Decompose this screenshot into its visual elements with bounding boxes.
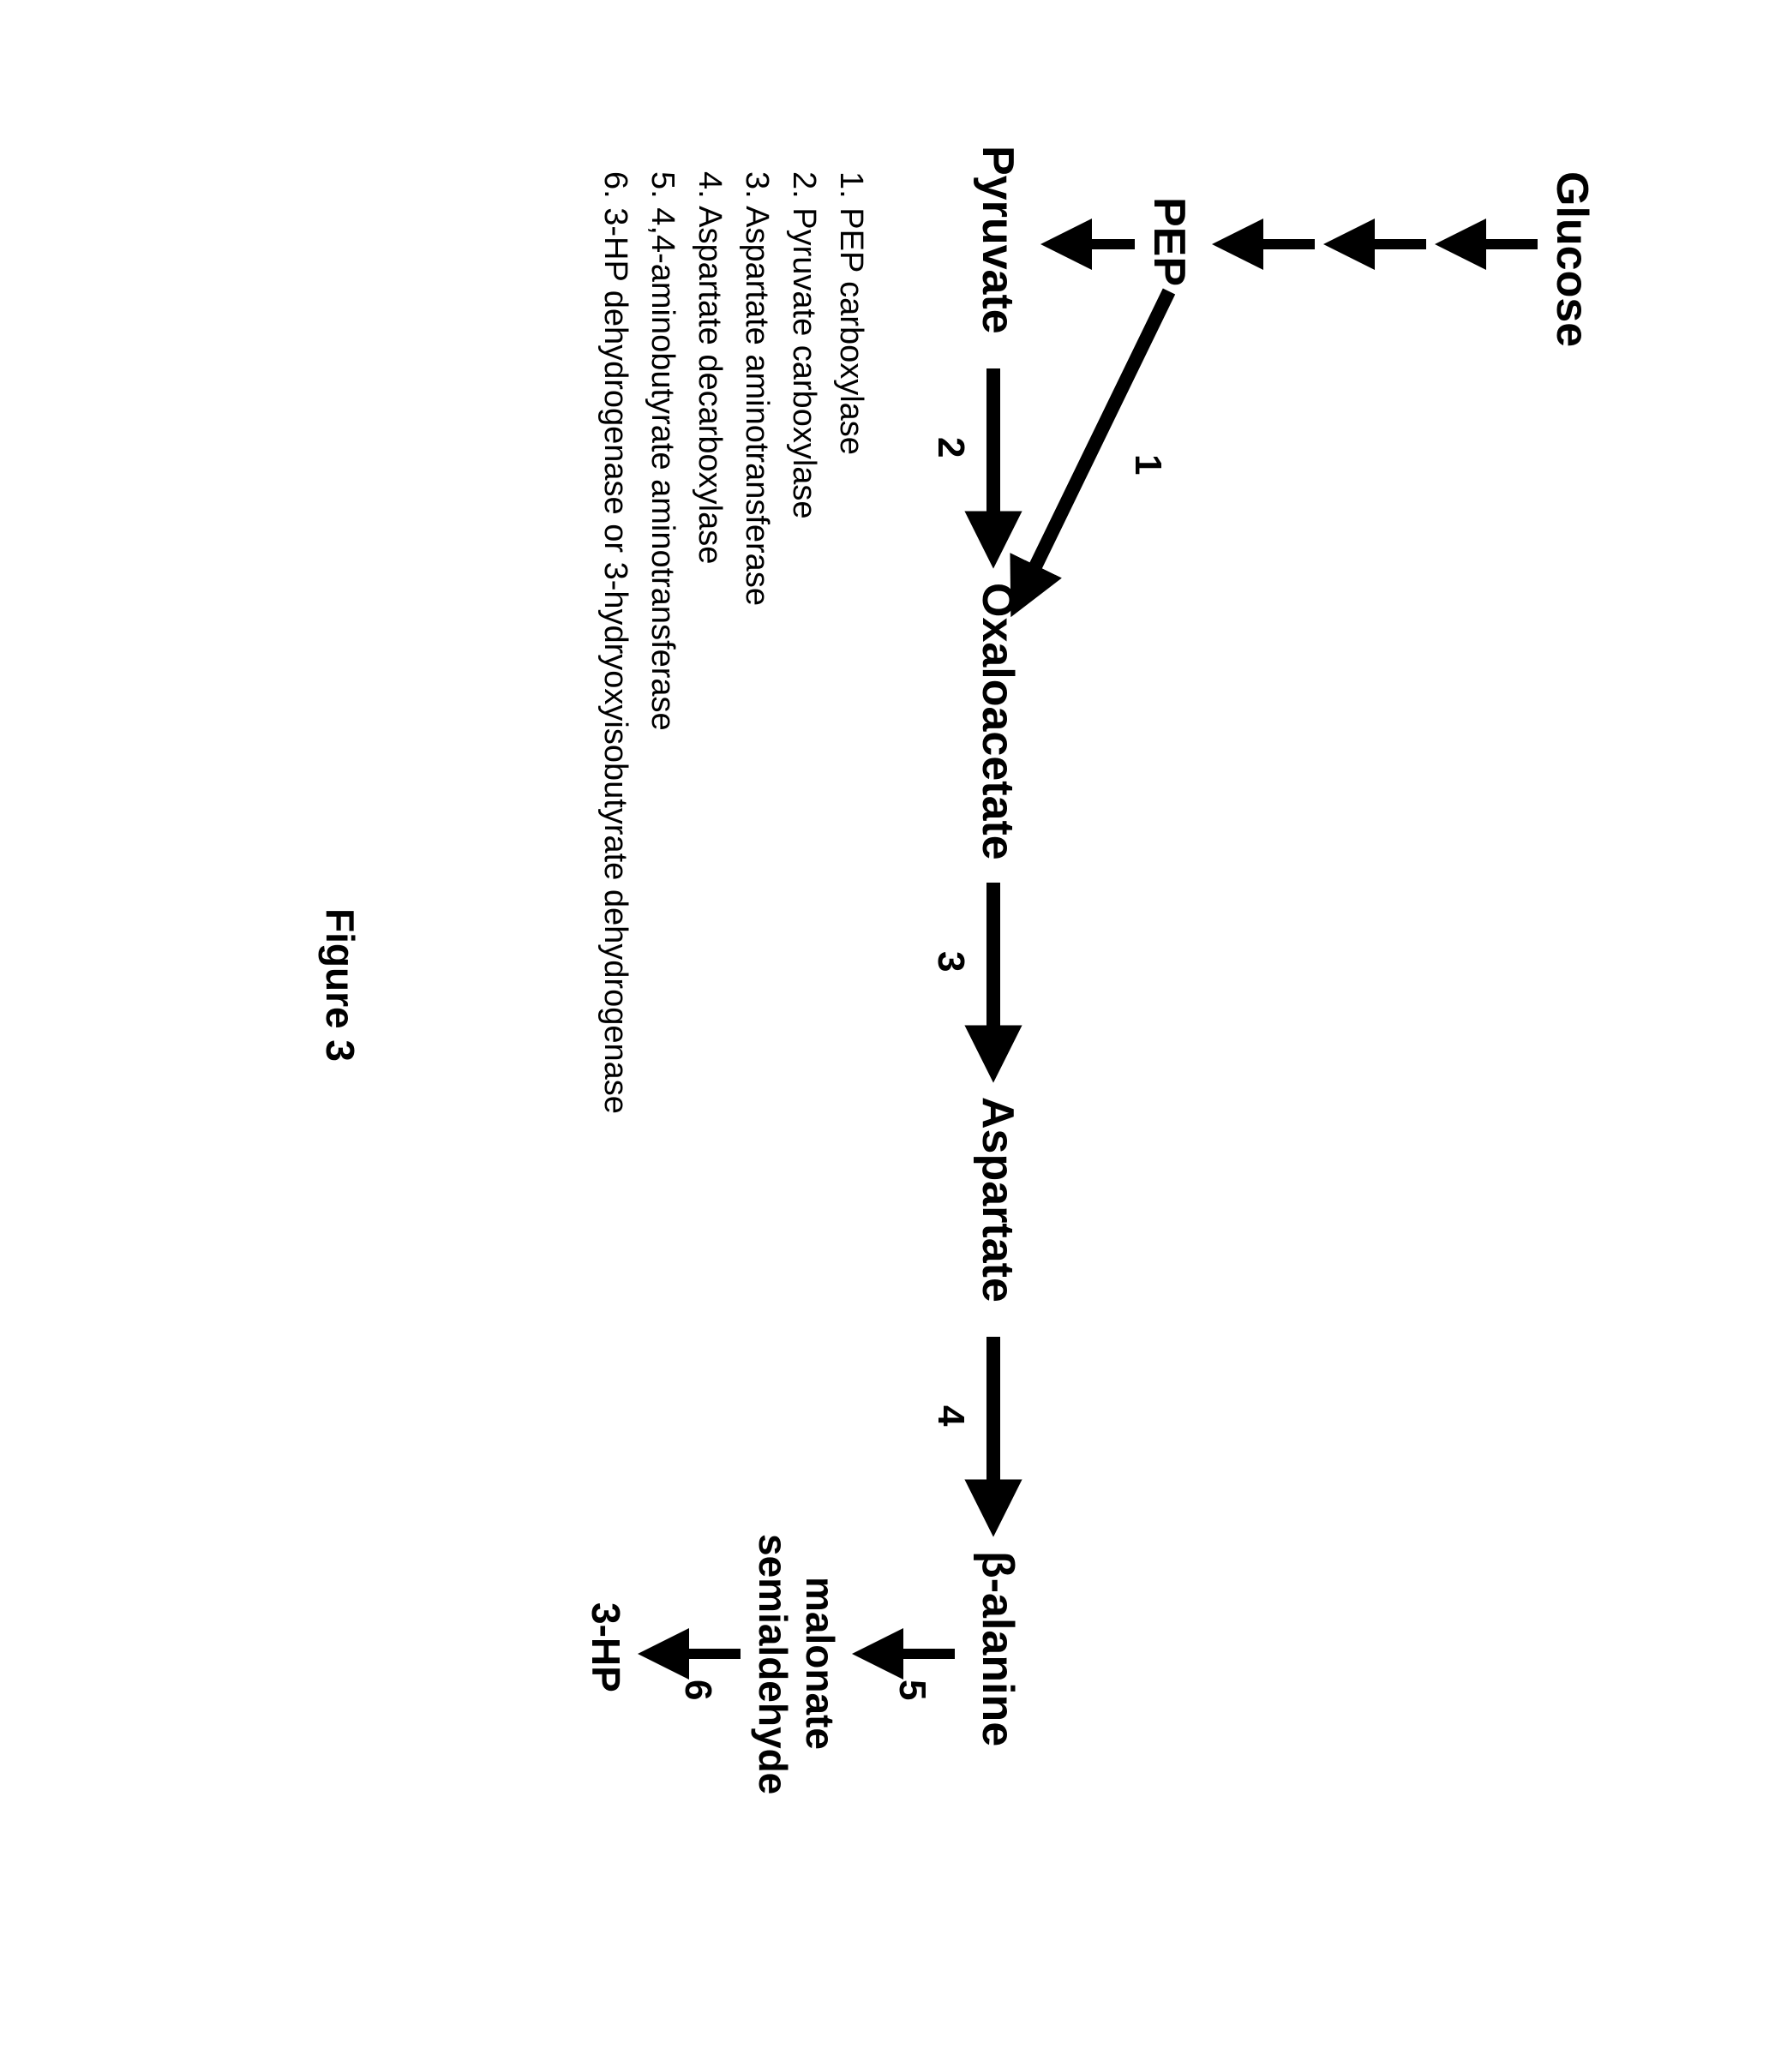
arrow-pyruvate-to-oxaloacetate [963,368,1015,566]
node-pep: PEP [1143,197,1195,286]
node-3hp: 3-HP [583,1602,629,1692]
arrow-aspartate-to-beta-alanine [963,1337,1015,1534]
arrow-beta-alanine-to-malonate [852,1637,955,1671]
node-malonate-line2: semialdehyde [750,1534,796,1794]
node-aspartate: Aspartate [972,1097,1023,1302]
enzyme-label-6: 6 [676,1680,719,1700]
legend-5: 5. 4,4-aminobutyrate aminotransferase [644,171,681,731]
enzyme-label-2: 2 [929,437,972,458]
figure-stage: Glucose PEP 1 Pyruvate 2 Oxaloacetate [0,0,1769,2072]
arrow-oxaloacetate-to-aspartate [963,883,1015,1080]
arrow-pep-to-pyruvate [1040,227,1135,261]
enzyme-label-5: 5 [890,1680,933,1700]
arrow-malonate-to-3hp [638,1637,741,1671]
enzyme-label-4: 4 [929,1405,972,1426]
legend-2: 2. Pyruvate carboxylase [785,171,822,519]
node-malonate-line1: malonate [797,1577,843,1750]
node-glucose: Glucose [1546,171,1598,347]
node-pyruvate: Pyruvate [972,146,1023,334]
enzyme-label-3: 3 [929,951,972,972]
legend-1: 1. PEP carboxylase [832,171,869,455]
legend-6: 6. 3-HP dehydrogenase or 3-hydryoxyisobu… [597,171,633,1114]
node-beta-alanine: β-alanine [972,1551,1023,1746]
node-oxaloacetate: Oxaloacetate [972,583,1023,860]
arrow-glucose-to-pep [1212,227,1538,261]
enzyme-label-1: 1 [1126,454,1169,475]
legend-3: 3. Aspartate aminotransferase [738,171,775,606]
legend-4: 4. Aspartate decarboxylase [691,171,728,564]
figure-caption: Figure 3 [317,908,363,1062]
